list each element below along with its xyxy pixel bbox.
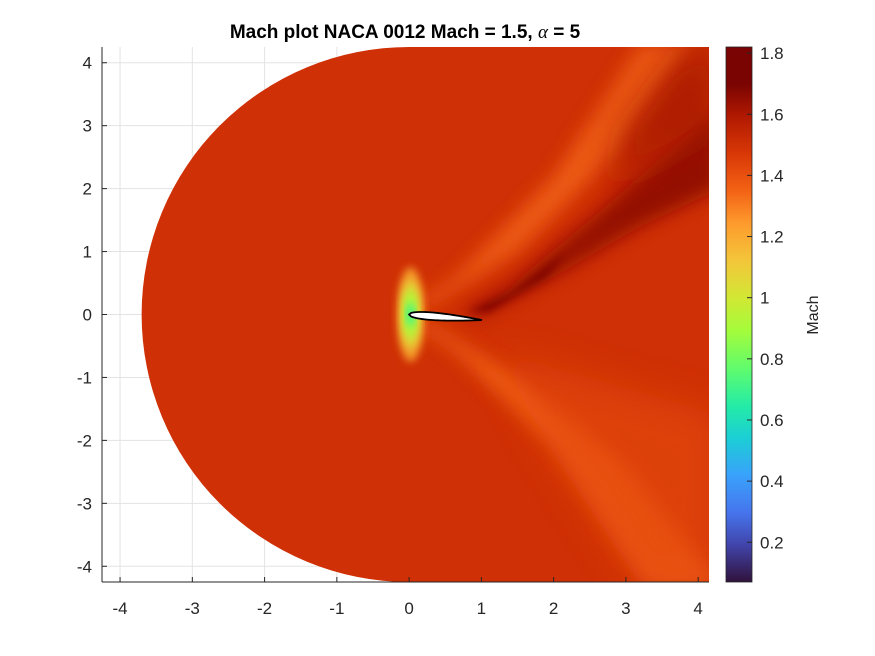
y-tick-labels: -4 -3 -2 -1 0 1 2 3 4 bbox=[77, 54, 92, 577]
chart-title-main: Mach plot NACA 0012 Mach = 1.5, bbox=[230, 22, 538, 43]
y-tick-label: 1 bbox=[83, 243, 92, 262]
colorbar-tick-label: 1.6 bbox=[760, 105, 784, 124]
colorbar-gradient bbox=[725, 46, 753, 583]
colorbar-tick-label: 1.4 bbox=[760, 166, 784, 185]
lower-fan bbox=[495, 352, 709, 582]
upper-far-expansion bbox=[611, 50, 709, 189]
y-tick-label: 2 bbox=[83, 180, 92, 199]
y-tick-label: -2 bbox=[77, 431, 92, 450]
colorbar-tick-label: 0.4 bbox=[760, 472, 784, 491]
airfoil-shape bbox=[407, 311, 483, 322]
x-tick-label: 3 bbox=[621, 599, 630, 618]
y-tick-label: -4 bbox=[77, 557, 92, 576]
x-tick-label: 4 bbox=[693, 599, 702, 618]
chart-title-alpha-symbol: α bbox=[538, 22, 549, 43]
colorbar-tick-label: 1.8 bbox=[760, 44, 784, 63]
x-tick-label: 2 bbox=[549, 599, 558, 618]
colorbar-tick-label: 1.2 bbox=[760, 228, 784, 247]
colorbar: 0.2 0.4 0.6 0.8 1 1.2 1.4 1.6 1.8 Mach bbox=[725, 44, 822, 583]
mach-field bbox=[141, 47, 709, 582]
y-tick-label: -3 bbox=[77, 494, 92, 513]
chart-title: Mach plot NACA 0012 Mach = 1.5, α = 5 bbox=[230, 22, 581, 43]
plot-area: -4 -3 -2 -1 0 1 2 3 4 -4 -3 -2 -1 0 1 2 3 4 bbox=[77, 47, 709, 618]
y-tick-label: -1 bbox=[77, 368, 92, 387]
colorbar-tick-label: 0.6 bbox=[760, 411, 784, 430]
x-tick-label: -1 bbox=[329, 599, 344, 618]
x-tick-label: -3 bbox=[185, 599, 200, 618]
x-tick-label: -2 bbox=[257, 599, 272, 618]
chart-title-end: = 5 bbox=[548, 22, 581, 43]
colorbar-tick-label: 1 bbox=[760, 289, 769, 308]
upper-expansion bbox=[459, 106, 709, 315]
y-tick-label: 0 bbox=[83, 306, 92, 325]
colorbar-ticks: 0.2 0.4 0.6 0.8 1 1.2 1.4 1.6 1.8 bbox=[747, 44, 784, 552]
colorbar-tick-label: 0.2 bbox=[760, 533, 784, 552]
upper-shock-band bbox=[401, 47, 691, 312]
axis-ticks bbox=[101, 47, 709, 583]
colorbar-tick-label: 0.8 bbox=[760, 350, 784, 369]
y-tick-label: 4 bbox=[83, 54, 92, 73]
colorbar-label: Mach bbox=[805, 295, 822, 334]
airfoil-layer bbox=[407, 311, 483, 322]
x-tick-labels: -4 -3 -2 -1 0 1 2 3 4 bbox=[113, 599, 703, 618]
x-tick-label: 0 bbox=[404, 599, 413, 618]
x-tick-label: 1 bbox=[477, 599, 486, 618]
x-tick-label: -4 bbox=[113, 599, 128, 618]
y-tick-label: 3 bbox=[83, 117, 92, 136]
